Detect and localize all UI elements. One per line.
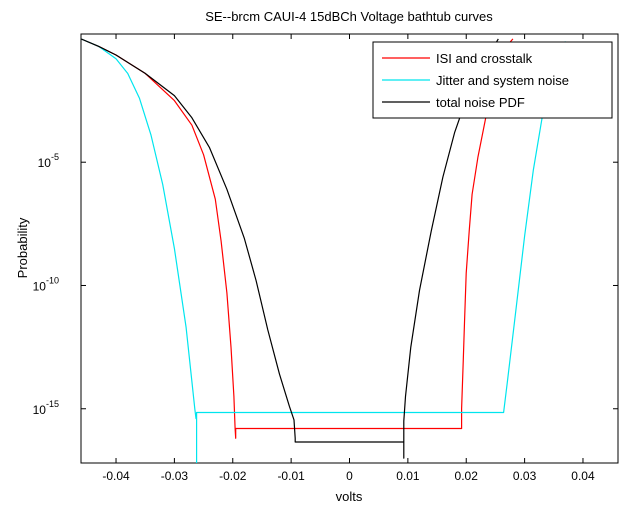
legend-label: Jitter and system noise <box>436 73 569 88</box>
y-tick-base: 10 <box>33 403 47 417</box>
chart-title: SE--brcm CAUI-4 15dBCh Voltage bathtub c… <box>205 9 493 24</box>
legend-label: ISI and crosstalk <box>436 51 533 66</box>
y-axis-label: Probability <box>15 217 30 278</box>
y-tick-base: 10 <box>38 156 52 170</box>
x-tick-label: 0.02 <box>455 469 479 483</box>
y-tick-exponent: -10 <box>46 275 59 285</box>
x-tick-label: 0.01 <box>396 469 420 483</box>
y-tick-base: 10 <box>33 279 47 293</box>
y-tick-exponent: -15 <box>46 399 59 409</box>
x-tick-label: 0.03 <box>513 469 537 483</box>
x-tick-label: -0.01 <box>277 469 305 483</box>
x-tick-label: -0.02 <box>219 469 247 483</box>
x-tick-label: 0 <box>346 469 353 483</box>
legend: ISI and crosstalk Jitter and system noise… <box>373 42 612 118</box>
x-axis-label: volts <box>336 489 363 504</box>
x-tick-label: -0.04 <box>102 469 130 483</box>
legend-label: total noise PDF <box>436 95 525 110</box>
x-tick-label: 0.04 <box>571 469 595 483</box>
y-tick-exponent: -5 <box>51 152 59 162</box>
x-tick-label: -0.03 <box>161 469 189 483</box>
